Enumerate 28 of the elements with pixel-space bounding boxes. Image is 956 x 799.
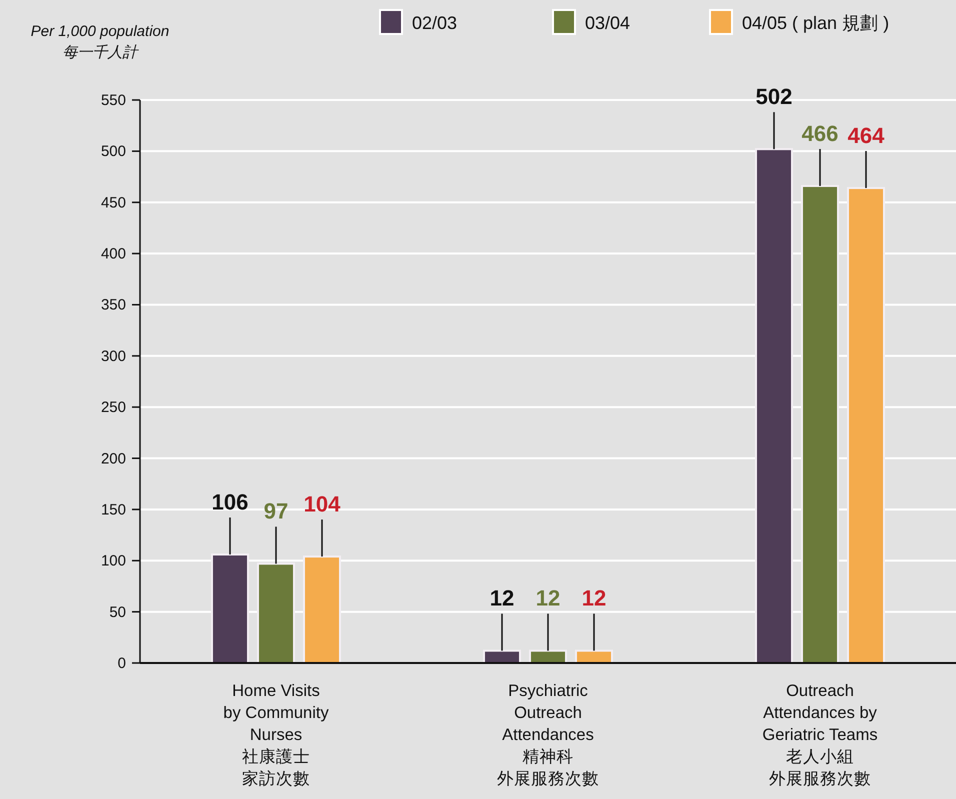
y-tick-label: 500	[100, 143, 126, 160]
legend-label: 02/03	[412, 13, 458, 33]
y-tick-label: 550	[100, 92, 126, 109]
y-tick-label: 200	[100, 450, 126, 468]
legend-label: 04/05 ( plan 規劃 )	[742, 13, 890, 33]
data-label: 466	[802, 120, 838, 146]
data-label: 12	[536, 586, 560, 611]
y-tick-label: 50	[109, 604, 126, 621]
y-tick-label: 250	[100, 399, 126, 416]
data-label: 12	[582, 586, 606, 611]
data-label: 12	[490, 586, 514, 611]
y-tick-label: 400	[100, 246, 126, 263]
x-tick-label: Outreach Attendances by Geriatric Teams 老人小組外展服務次數	[761, 681, 879, 790]
y-tick-label: 350	[100, 296, 126, 314]
data-label: 502	[756, 84, 792, 110]
data-label: 464	[848, 123, 886, 148]
y-tick-label: 300	[100, 348, 126, 365]
data-label: 106	[212, 489, 248, 514]
y-axis-title: Per 1,000 population 每一千人計	[30, 23, 170, 61]
data-label: 97	[264, 498, 288, 524]
x-tick-label: Psychiatric Outreach Attendances 精神科外展服務次數	[496, 681, 600, 790]
x-tick-label: Home Visits by Community Nurses 社康護士家訪次數	[222, 681, 330, 790]
y-tick-label: 100	[100, 552, 126, 570]
y-tick-label: 150	[100, 501, 126, 518]
y-tick-label: 0	[118, 655, 126, 672]
legend-label: 03/04	[585, 13, 630, 33]
y-tick-label: 450	[100, 194, 126, 212]
data-label: 104	[304, 492, 342, 517]
